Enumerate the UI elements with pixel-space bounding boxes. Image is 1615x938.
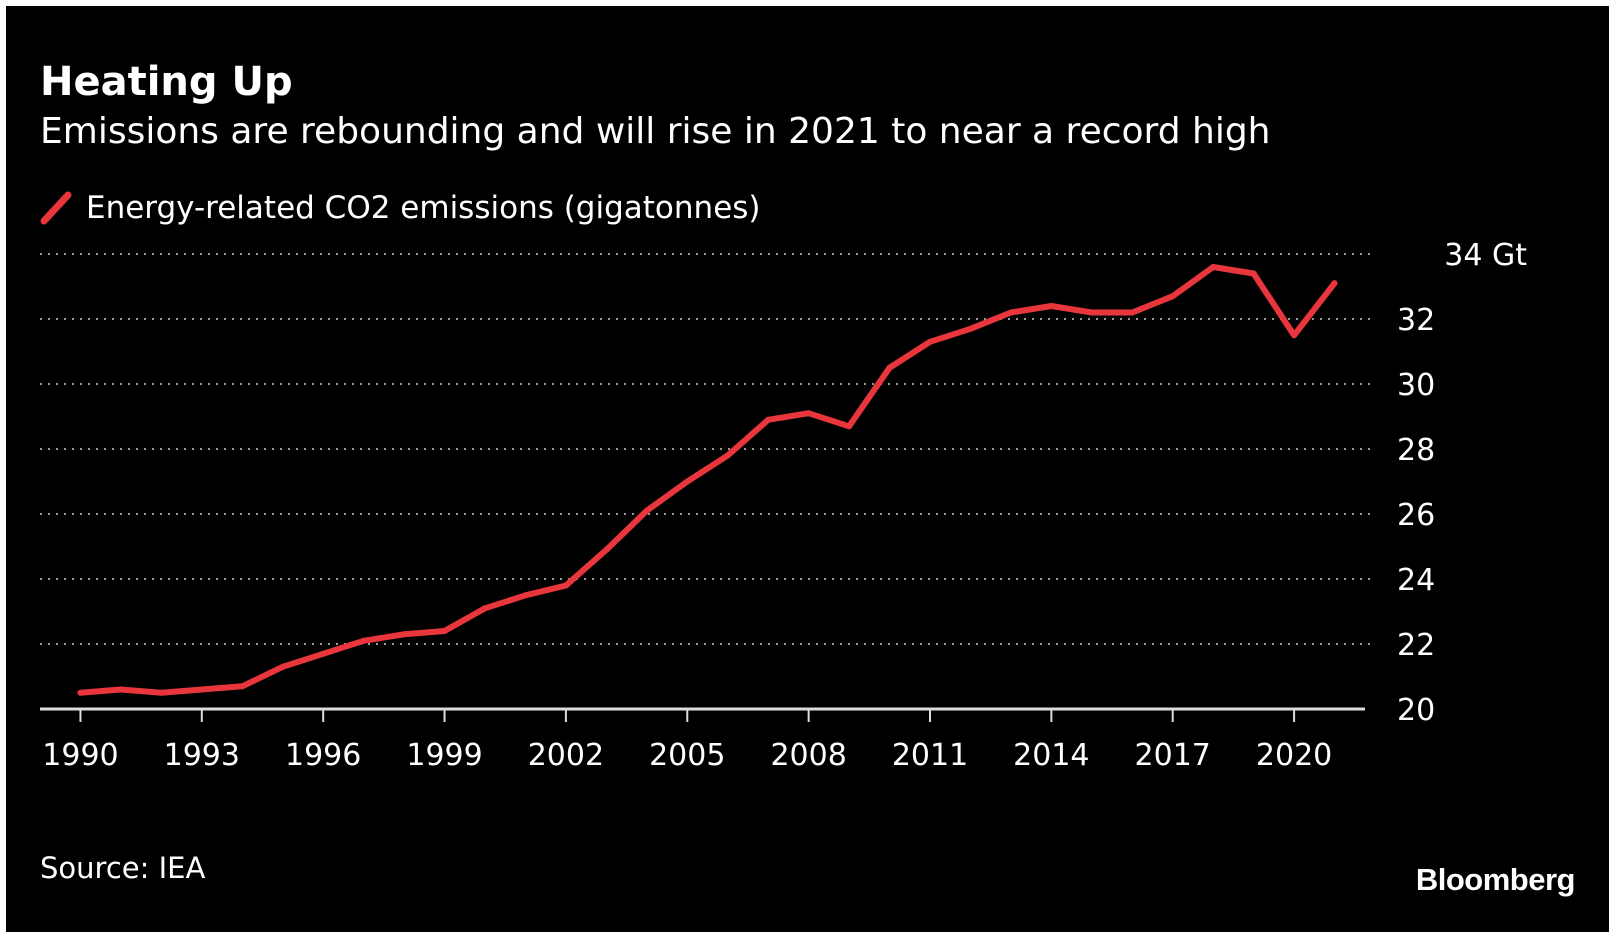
data-point	[1250, 270, 1257, 277]
series-layer	[77, 264, 1338, 696]
y-tick-label: 22	[1397, 628, 1435, 663]
series-line-co2-emissions	[77, 264, 1338, 696]
data-point	[724, 452, 731, 459]
data-point	[77, 689, 84, 696]
data-point	[158, 689, 165, 696]
data-point	[1007, 309, 1014, 316]
data-point	[1291, 332, 1298, 339]
y-tick-label: 32	[1397, 303, 1435, 338]
data-point	[846, 423, 853, 430]
y-tick-label: 30	[1397, 368, 1435, 403]
data-point	[643, 507, 650, 514]
x-tick-label: 2011	[892, 738, 968, 773]
chart-background	[6, 6, 1609, 932]
data-point	[401, 631, 408, 638]
data-point	[603, 546, 610, 553]
x-tick-label: 2008	[770, 738, 846, 773]
y-tick-label: 24	[1397, 563, 1435, 598]
data-point	[967, 325, 974, 332]
chart-title: Heating Up	[40, 59, 293, 105]
data-point	[117, 686, 124, 693]
y-tick-label: 20	[1397, 693, 1435, 728]
data-point	[805, 410, 812, 417]
data-point	[1088, 309, 1095, 316]
x-tick-label: 1990	[42, 738, 118, 773]
data-point	[765, 416, 772, 423]
data-point	[1169, 293, 1176, 300]
data-point	[198, 686, 205, 693]
bloomberg-logo: Bloomberg	[1415, 862, 1576, 897]
y-tick-label: 26	[1397, 498, 1435, 533]
data-point	[279, 663, 286, 670]
x-axis-ticks: 1990 1993 1996 1999 2002 2005 2008 2011 2014 2017…	[42, 709, 1332, 773]
data-point	[320, 650, 327, 657]
y-tick-label: 28	[1397, 433, 1435, 468]
data-point	[1210, 264, 1217, 270]
data-point	[886, 364, 893, 371]
data-point	[239, 683, 246, 690]
y-tick-label: 34 Gt	[1444, 238, 1527, 273]
x-tick-label: 2014	[1013, 738, 1089, 773]
data-point	[1129, 309, 1136, 316]
data-point	[562, 582, 569, 589]
x-tick-label: 1993	[164, 738, 240, 773]
legend-label: Energy-related CO2 emissions (gigatonnes…	[86, 190, 761, 226]
data-point	[1048, 303, 1055, 309]
data-point	[441, 628, 448, 634]
data-point	[1331, 280, 1338, 287]
source-note: Source: IEA	[40, 851, 206, 885]
x-tick-label: 1999	[406, 738, 482, 773]
data-point	[360, 637, 367, 644]
data-point	[482, 605, 488, 612]
y-axis-labels: 20 22 24 26 28 30 32 34 Gt	[1397, 238, 1527, 728]
legend-swatch-icon	[40, 191, 72, 225]
legend: Energy-related CO2 emissions (gigatonnes…	[40, 188, 761, 228]
grid-lines	[40, 253, 1375, 645]
data-point	[927, 338, 933, 345]
x-tick-label: 2002	[528, 738, 604, 773]
x-tick-label: 2020	[1256, 738, 1332, 773]
data-point	[684, 478, 691, 485]
chart-subtitle: Emissions are rebounding and will rise i…	[40, 111, 1271, 152]
x-tick-label: 2017	[1135, 738, 1211, 773]
x-tick-label: 1996	[285, 738, 361, 773]
data-point	[522, 592, 529, 599]
x-tick-label: 2005	[649, 738, 725, 773]
